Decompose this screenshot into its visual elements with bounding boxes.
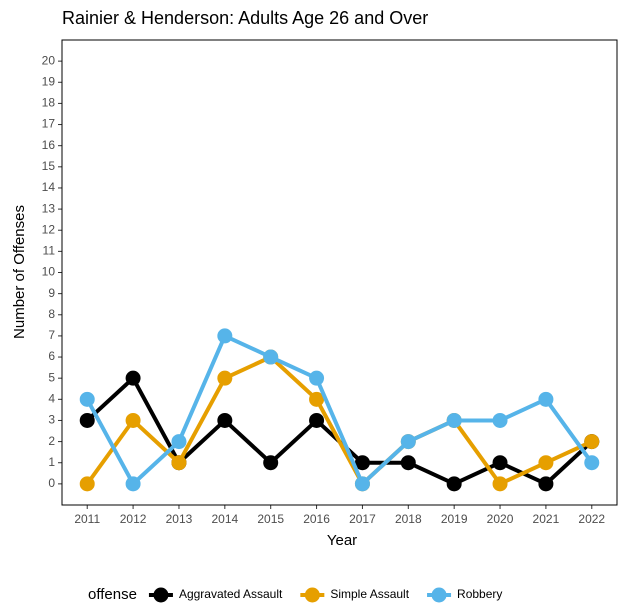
data-point (309, 412, 325, 428)
plot-border (61, 39, 618, 506)
x-tick-label: 2021 (533, 512, 560, 526)
data-point (584, 455, 600, 471)
y-tick-label: 6 (48, 349, 55, 363)
data-point (125, 412, 141, 428)
x-tick-label: 2019 (441, 512, 468, 526)
legend-key-point (153, 587, 169, 603)
legend-key-point (304, 587, 320, 603)
y-tick-label: 3 (48, 413, 55, 427)
legend-label: Robbery (457, 587, 502, 601)
legend-title: offense (88, 586, 137, 603)
data-point (217, 412, 233, 428)
legend-label: Aggravated Assault (179, 587, 283, 601)
data-point (125, 370, 141, 386)
data-point (309, 370, 325, 386)
x-tick-label: 2015 (257, 512, 284, 526)
data-point (400, 434, 416, 450)
y-tick-label: 20 (42, 53, 56, 67)
series-line (85, 333, 594, 486)
x-tick-label: 2011 (74, 512, 100, 526)
data-point (446, 476, 462, 492)
data-point (171, 455, 187, 471)
y-tick-label: 5 (48, 370, 55, 384)
x-tick-label: 2013 (166, 512, 193, 526)
y-tick-label: 11 (43, 244, 56, 258)
data-point (584, 434, 600, 450)
y-tick-label: 4 (48, 391, 55, 405)
y-axis-label: Number of Offenses (11, 205, 28, 339)
y-tick-label: 2 (48, 434, 55, 448)
y-tick-label: 16 (42, 138, 56, 152)
y-tick-label: 8 (48, 307, 55, 321)
x-tick-label: 2017 (349, 512, 376, 526)
data-point (354, 455, 370, 471)
data-point (538, 455, 554, 471)
y-tick-label: 9 (48, 286, 55, 300)
data-point (263, 349, 279, 365)
data-point (125, 476, 141, 492)
x-tick-label: 2014 (211, 512, 238, 526)
y-tick-label: 1 (48, 455, 55, 469)
y-tick-label: 14 (42, 180, 56, 194)
x-axis-label: Year (327, 532, 357, 549)
data-point (79, 476, 95, 492)
data-point (538, 476, 554, 492)
data-point (492, 476, 508, 492)
y-tick-label: 12 (42, 222, 56, 236)
y-tick-label: 10 (42, 265, 56, 279)
y-tick-label: 15 (42, 159, 56, 173)
data-point (446, 412, 462, 428)
y-tick-label: 18 (42, 96, 56, 110)
data-point (171, 434, 187, 450)
data-point (79, 412, 95, 428)
data-point (354, 476, 370, 492)
data-point (492, 412, 508, 428)
y-tick-label: 17 (42, 117, 56, 131)
y-tick-label: 0 (48, 476, 55, 490)
chart-title: Rainier & Henderson: Adults Age 26 and O… (62, 8, 428, 28)
x-tick-label: 2020 (487, 512, 514, 526)
legend-label: Simple Assault (330, 587, 409, 601)
data-point (263, 455, 279, 471)
legend-key-point (431, 587, 447, 603)
x-tick-label: 2016 (303, 512, 330, 526)
data-point (217, 370, 233, 386)
y-tick-label: 13 (42, 201, 56, 215)
data-point (400, 455, 416, 471)
x-tick-label: 2022 (578, 512, 605, 526)
series-line (85, 355, 593, 486)
data-point (492, 455, 508, 471)
data-point (538, 391, 554, 407)
y-tick-label: 19 (42, 74, 56, 88)
data-point (217, 328, 233, 344)
x-tick-label: 2018 (395, 512, 422, 526)
x-tick-label: 2012 (120, 512, 147, 526)
data-point (309, 391, 325, 407)
y-tick-label: 7 (48, 328, 55, 342)
data-point (79, 391, 95, 407)
